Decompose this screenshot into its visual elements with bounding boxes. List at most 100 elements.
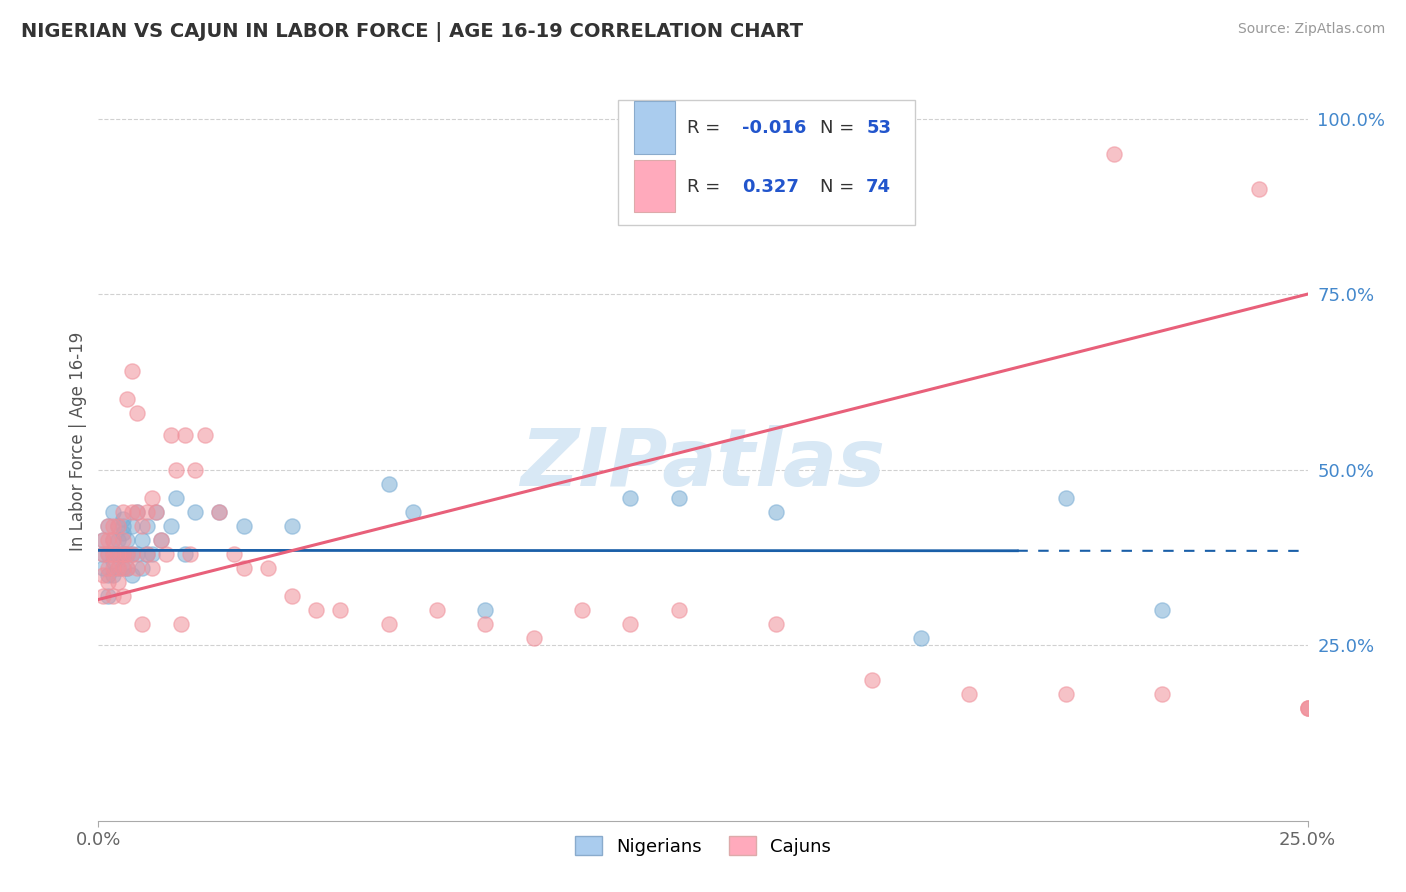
Point <box>135 518 157 533</box>
Point <box>141 491 163 505</box>
Point <box>1054 687 1077 701</box>
Point <box>111 547 134 561</box>
Point <box>107 547 129 561</box>
Point <box>121 547 143 561</box>
Point <box>117 561 139 575</box>
Point <box>97 589 120 603</box>
Point <box>127 407 149 421</box>
Point <box>117 533 139 547</box>
Point <box>1054 491 1077 505</box>
Point <box>97 518 120 533</box>
Point <box>222 547 245 561</box>
Text: R =: R = <box>688 119 727 137</box>
Point <box>765 505 787 519</box>
Point <box>107 518 129 533</box>
Point <box>910 631 932 645</box>
FancyBboxPatch shape <box>634 102 675 153</box>
Point <box>107 518 129 533</box>
Point <box>179 547 201 561</box>
Point <box>1306 112 1329 126</box>
Point <box>141 547 163 561</box>
Point <box>668 491 690 505</box>
Point <box>101 505 124 519</box>
Point <box>127 505 149 519</box>
Point <box>121 568 143 582</box>
Point <box>232 561 254 575</box>
Point <box>131 561 153 575</box>
Point <box>97 547 120 561</box>
Point <box>208 505 231 519</box>
Point <box>91 547 114 561</box>
Point <box>174 547 197 561</box>
Point <box>127 561 149 575</box>
Text: Source: ZipAtlas.com: Source: ZipAtlas.com <box>1237 22 1385 37</box>
Point <box>169 617 191 632</box>
Point <box>131 617 153 632</box>
Point <box>121 364 143 378</box>
Point <box>127 547 149 561</box>
Point <box>135 547 157 561</box>
Point <box>194 427 217 442</box>
Point <box>377 617 399 632</box>
Point <box>111 518 134 533</box>
Point <box>184 505 207 519</box>
Point <box>281 589 304 603</box>
Text: NIGERIAN VS CAJUN IN LABOR FORCE | AGE 16-19 CORRELATION CHART: NIGERIAN VS CAJUN IN LABOR FORCE | AGE 1… <box>21 22 803 42</box>
Point <box>121 505 143 519</box>
Point <box>111 547 134 561</box>
Point <box>97 547 120 561</box>
Text: 0.327: 0.327 <box>742 178 799 195</box>
Point <box>107 533 129 547</box>
Point <box>127 505 149 519</box>
Point <box>141 561 163 575</box>
Point <box>101 561 124 575</box>
Point <box>107 561 129 575</box>
Point <box>97 574 120 589</box>
Text: 53: 53 <box>866 119 891 137</box>
Point <box>150 533 173 547</box>
Point <box>1296 701 1319 715</box>
Point <box>97 533 120 547</box>
Point <box>111 505 134 519</box>
Point <box>111 533 134 547</box>
Point <box>619 617 641 632</box>
Point <box>97 561 120 575</box>
Point <box>97 568 120 582</box>
Point <box>101 533 124 547</box>
Point <box>101 554 124 568</box>
Point <box>117 392 139 407</box>
Point <box>1152 687 1174 701</box>
Point <box>135 547 157 561</box>
Point <box>281 518 304 533</box>
Point <box>91 589 114 603</box>
Point <box>571 603 593 617</box>
Point <box>111 561 134 575</box>
Point <box>765 617 787 632</box>
Point <box>232 518 254 533</box>
Point <box>117 561 139 575</box>
Point <box>305 603 328 617</box>
Point <box>145 505 167 519</box>
Point <box>117 547 139 561</box>
Point <box>619 491 641 505</box>
FancyBboxPatch shape <box>634 161 675 212</box>
Point <box>1152 603 1174 617</box>
Point <box>208 505 231 519</box>
Point <box>426 603 449 617</box>
Point <box>402 505 425 519</box>
Point <box>1249 182 1271 196</box>
Point <box>155 547 177 561</box>
Point <box>150 533 173 547</box>
Point <box>131 518 153 533</box>
Point <box>91 547 114 561</box>
Point <box>107 547 129 561</box>
Point <box>160 427 183 442</box>
Point <box>107 561 129 575</box>
Point <box>160 518 183 533</box>
Point <box>256 561 278 575</box>
Point <box>117 547 139 561</box>
Y-axis label: In Labor Force | Age 16-19: In Labor Force | Age 16-19 <box>69 332 87 551</box>
Text: N =: N = <box>820 178 860 195</box>
Point <box>121 518 143 533</box>
Point <box>145 505 167 519</box>
